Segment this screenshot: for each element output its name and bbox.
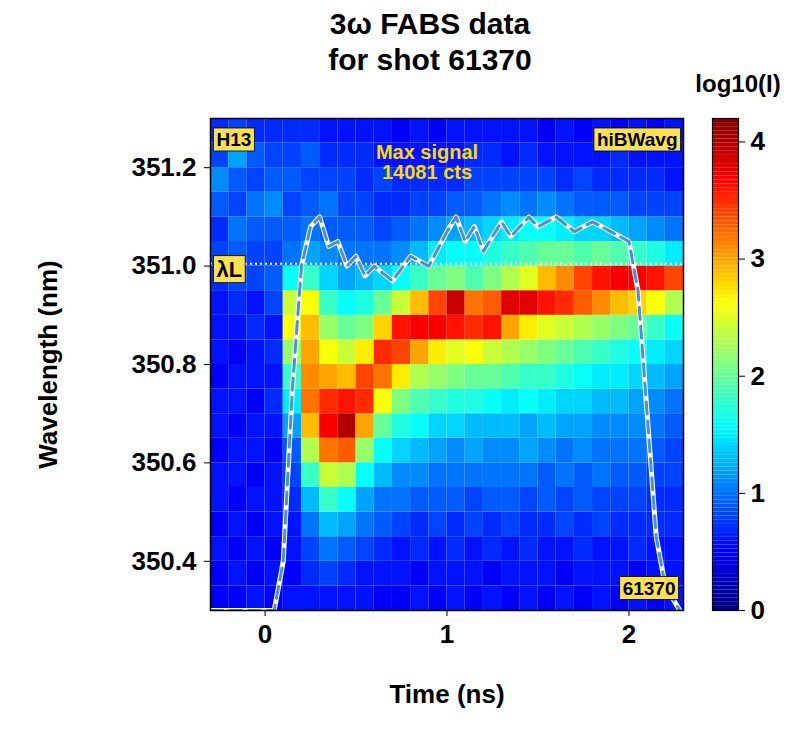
svg-text:3: 3 bbox=[751, 243, 765, 273]
svg-text:350.4: 350.4 bbox=[131, 546, 197, 576]
svg-text:2: 2 bbox=[622, 619, 636, 649]
svg-text:61370: 61370 bbox=[623, 578, 676, 599]
svg-text:Max signal14081 cts: Max signal14081 cts bbox=[376, 141, 478, 183]
svg-text:0: 0 bbox=[751, 595, 765, 625]
svg-text:Wavelength (nm): Wavelength (nm) bbox=[33, 260, 63, 468]
svg-text:hiBWavg: hiBWavg bbox=[597, 129, 678, 150]
svg-text:351.2: 351.2 bbox=[131, 152, 196, 182]
svg-text:0: 0 bbox=[258, 619, 272, 649]
svg-text:λL: λL bbox=[217, 257, 243, 282]
svg-text:H13: H13 bbox=[217, 129, 252, 150]
svg-text:2: 2 bbox=[751, 361, 765, 391]
html-text:log10(I): log10(I) bbox=[695, 70, 781, 97]
svg-text:1: 1 bbox=[440, 619, 454, 649]
svg-text:351.0: 351.0 bbox=[131, 250, 196, 280]
svg-text:1: 1 bbox=[751, 478, 765, 508]
svg-text:350.8: 350.8 bbox=[131, 349, 196, 379]
svg-text:350.6: 350.6 bbox=[131, 447, 196, 477]
html-text:3ω FABS data for shot 61370: 3ω FABS data for shot 61370 bbox=[328, 7, 532, 76]
svg-text:4: 4 bbox=[751, 126, 766, 156]
svg-text:Time (ns): Time (ns) bbox=[389, 679, 504, 709]
